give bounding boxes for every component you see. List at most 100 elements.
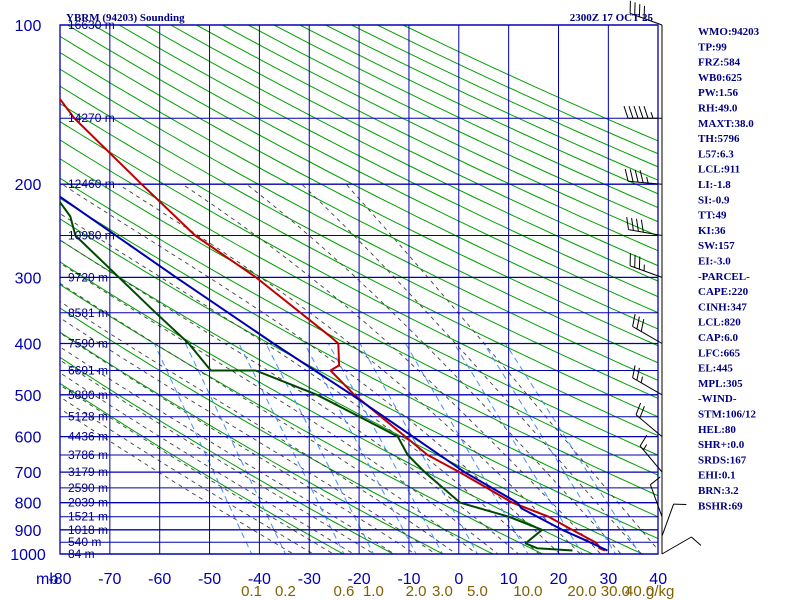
mixing-ratio-line xyxy=(238,343,345,554)
wind-barb-flag xyxy=(629,169,634,182)
height-tick-label: 6691 m xyxy=(68,364,108,378)
mixing-ratio-line xyxy=(153,343,253,554)
mixing-ratio-lines xyxy=(153,343,641,554)
dry-adiabat-line xyxy=(60,382,345,554)
wind-barb-flag xyxy=(639,406,645,419)
height-tick-label: 5128 m xyxy=(68,410,108,424)
height-tick-label: 2039 m xyxy=(68,496,108,510)
temperature-tick-label: 30 xyxy=(600,571,618,588)
wind-barb-half-flag xyxy=(642,444,648,451)
wind-barb-flag xyxy=(639,170,644,183)
wind-barb-staff xyxy=(632,377,663,396)
wind-barb-flag xyxy=(639,434,648,447)
height-tick-label: 7590 m xyxy=(68,337,108,351)
stability-index-item: FRZ:584 xyxy=(698,57,741,69)
stability-index-item: EL:445 xyxy=(698,363,733,375)
dry-adiabat-line xyxy=(118,25,658,298)
temperature-tick-label: 20 xyxy=(550,571,568,588)
wind-barb-flag xyxy=(643,106,649,119)
mixing-ratio-line xyxy=(327,343,444,554)
moist-adiabat-line xyxy=(60,213,540,554)
sounding-profiles xyxy=(60,97,608,552)
wind-barb-flag xyxy=(636,316,640,330)
moist-adiabat-line xyxy=(60,408,295,554)
wind-barb-staff xyxy=(628,229,663,236)
pressure-tick-label: 800 xyxy=(15,496,42,513)
stability-index-item: -PARCEL- xyxy=(698,271,750,283)
temperature-profile-line xyxy=(60,97,606,552)
stability-index-item: TT:49 xyxy=(698,210,727,222)
mixing-ratio-line xyxy=(405,343,529,554)
mixing-ratio-tick-label: 0.1 xyxy=(241,583,262,600)
pressure-tick-label: 200 xyxy=(15,177,42,194)
height-tick-label: 1521 m xyxy=(68,510,108,524)
wind-barb-flag xyxy=(631,217,634,231)
dry-adiabat-line xyxy=(60,356,395,554)
wind-barb-staff xyxy=(635,414,663,437)
wind-barb-staff xyxy=(649,484,663,517)
moist-adiabat-line xyxy=(60,262,499,554)
mixing-ratio-line xyxy=(184,343,287,554)
mixing-ratio-tick-label: 40.0 xyxy=(625,583,654,600)
mixing-ratio-line xyxy=(304,343,417,554)
pressure-tick-label: 1000 xyxy=(10,547,46,564)
wind-barb-flag xyxy=(650,476,661,486)
moist-adiabat-line xyxy=(301,183,643,554)
temperature-tick-label: -40 xyxy=(248,571,271,588)
chart-time: 2300Z 17 OCT 25 xyxy=(570,12,654,24)
stability-index-item: EI:-3.0 xyxy=(698,256,731,268)
wind-barb-flag xyxy=(632,365,636,378)
wind-barb-staff xyxy=(661,503,675,537)
height-tick-label: 2590 m xyxy=(68,481,108,495)
stability-index-item: TP:99 xyxy=(698,41,727,53)
moist-adiabat-line xyxy=(60,384,335,554)
stability-index-item: HEL:80 xyxy=(698,424,736,436)
wind-barbs xyxy=(623,0,702,555)
pressure-tick-label: 600 xyxy=(15,430,42,447)
moist-adiabat-line xyxy=(60,300,458,554)
wind-barb-flag xyxy=(691,536,702,546)
chart-title: YBRM (94203) Sounding xyxy=(66,12,185,24)
moist-adiabats xyxy=(60,183,658,554)
isotherms xyxy=(60,25,658,554)
stability-index-item: SRDS:167 xyxy=(698,454,747,466)
height-tick-label: 4436 m xyxy=(68,430,108,444)
wind-barb-flag xyxy=(640,219,644,233)
temperature-tick-label: -60 xyxy=(148,571,171,588)
height-tick-label: 5880 m xyxy=(68,388,108,402)
pressure-tick-label: 300 xyxy=(15,270,42,287)
temperature-tick-label: 40 xyxy=(649,571,667,588)
stability-index-item: WB0:625 xyxy=(698,72,743,84)
wind-barb-staff xyxy=(628,180,663,185)
wind-barb-flag xyxy=(628,106,634,119)
moist-adiabat-line xyxy=(61,183,561,554)
temperature-tick-label: -10 xyxy=(397,571,420,588)
height-tick-label: 84 m xyxy=(68,547,95,561)
wind-barb-flag xyxy=(633,106,639,119)
mixing-ratio-tick-label: 30.0 xyxy=(601,583,630,600)
stability-index-item: KI:36 xyxy=(698,225,726,237)
height-tick-label: 8581 m xyxy=(68,306,108,320)
mixing-ratio-line xyxy=(453,343,583,554)
temperature-tick-label: -30 xyxy=(298,571,321,588)
stability-index-item: -WIND- xyxy=(698,393,737,405)
mixing-ratio-tick-label: 20.0 xyxy=(567,583,596,600)
isobars xyxy=(59,24,659,555)
wind-barb-staff xyxy=(629,12,663,26)
stability-index-item: CAPE:220 xyxy=(698,286,749,298)
stability-index-item: BSHR:69 xyxy=(698,500,743,512)
height-tick-label: 14270 m xyxy=(68,111,115,125)
moist-adiabat-line xyxy=(182,183,602,554)
mixing-ratio-tick-label: 3.0 xyxy=(432,583,453,600)
pressure-tick-label: 100 xyxy=(15,18,42,35)
mixing-ratio-unit-label: g/kg xyxy=(646,583,674,600)
temperature-tick-label: -50 xyxy=(198,571,221,588)
dry-adiabat-line xyxy=(143,25,658,282)
stability-index-item: SHR+:0.0 xyxy=(698,439,745,451)
wind-barb-staff xyxy=(661,536,692,555)
wind-barb-flag xyxy=(624,168,629,182)
stability-index-item: BRN:3.2 xyxy=(698,485,739,497)
stability-index-item: LI:-1.8 xyxy=(698,179,731,191)
stability-index-item: CINH:347 xyxy=(698,301,747,313)
stability-index-item: L57:6.3 xyxy=(698,148,734,160)
